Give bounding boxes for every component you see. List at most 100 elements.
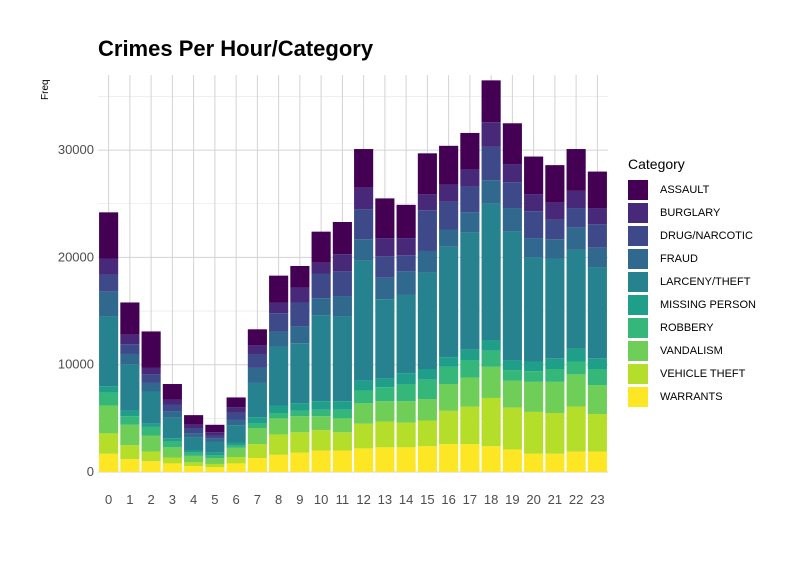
bar-segment [162, 438, 182, 442]
bar-segment [545, 381, 565, 413]
bar-stack [524, 156, 544, 472]
bar-segment [566, 361, 586, 375]
bar-stack [545, 165, 565, 472]
x-tick-label: 15 [420, 492, 434, 507]
bar-stacks [99, 80, 607, 472]
bar-segment [396, 384, 416, 402]
x-tick-label: 4 [190, 492, 197, 507]
bar-segment [417, 420, 437, 447]
bar-segment [502, 380, 522, 408]
bar-segment [439, 229, 459, 247]
bar-segment [545, 165, 565, 203]
bar-segment [247, 458, 267, 472]
bar-segment [247, 329, 267, 346]
bar-segment [524, 211, 544, 239]
bar-segment [375, 421, 395, 448]
legend-label: BURGLARY [660, 206, 721, 219]
bar-segment [481, 340, 501, 351]
bar-segment [524, 156, 544, 195]
bar-segment [524, 381, 544, 412]
bar-segment [205, 463, 225, 468]
x-tick-label: 6 [233, 492, 240, 507]
bar-segment [247, 444, 267, 459]
bar-segment [269, 331, 289, 347]
bar-segment [205, 432, 225, 436]
bar-segment [226, 412, 246, 420]
bar-segment [269, 313, 289, 332]
bar-segment [354, 187, 374, 210]
bar-segment [205, 452, 225, 456]
legend-label: VANDALISM [660, 344, 723, 357]
bar-segment [396, 294, 416, 374]
bar-stack [290, 265, 310, 472]
bar-segment [184, 455, 204, 463]
bar-segment [545, 202, 565, 220]
bar-segment [226, 419, 246, 426]
bar-stack [587, 171, 607, 472]
bar-segment [587, 385, 607, 415]
bar-segment [375, 277, 395, 300]
bar-segment [460, 444, 480, 472]
legend-swatch [628, 386, 648, 407]
bar-segment [439, 384, 459, 411]
bar-segment [524, 361, 544, 372]
bar-segment [141, 426, 161, 436]
bar-segment [375, 198, 395, 239]
bar-segment [417, 272, 437, 369]
bar-segment [396, 401, 416, 423]
bar-segment [417, 194, 437, 211]
legend-swatch [628, 294, 648, 315]
bar-segment [439, 444, 459, 472]
bar-segment [524, 453, 544, 472]
bar-segment [269, 434, 289, 455]
x-tick-label: 7 [254, 492, 261, 507]
legend-label: ROBBERY [660, 321, 714, 334]
bar-segment [332, 401, 352, 410]
bar-segment [205, 467, 225, 472]
bar-segment [354, 423, 374, 449]
bar-segment [99, 212, 119, 259]
bar-segment [354, 390, 374, 404]
bar-segment [417, 368, 437, 380]
bar-segment [566, 190, 586, 209]
bar-segment [141, 331, 161, 368]
bar-segment [120, 424, 140, 446]
bar-stack [502, 123, 522, 472]
bar-segment [226, 463, 246, 472]
bar-segment [460, 377, 480, 407]
bar-segment [354, 403, 374, 424]
bar-segment [566, 374, 586, 407]
bar-segment [502, 231, 522, 361]
x-tick-label: 1 [126, 492, 133, 507]
bar-segment [99, 291, 119, 317]
x-tick-label: 16 [441, 492, 455, 507]
bar-segment [141, 374, 161, 383]
bar-segment [375, 299, 395, 379]
bar-segment [247, 423, 267, 429]
bar-segment [566, 249, 586, 349]
bar-stack [417, 153, 437, 472]
bar-segment [141, 382, 161, 392]
bar-stack [184, 415, 204, 472]
y-axis: 0 10000 20000 30000 [58, 142, 94, 479]
bar-segment [311, 409, 331, 417]
bar-segment [184, 452, 204, 456]
legend-item: BURGLARY [628, 201, 756, 224]
x-tick-label: 17 [463, 492, 477, 507]
bar-segment [566, 149, 586, 191]
x-tick-label: 3 [169, 492, 176, 507]
legend-label: LARCENY/THEFT [660, 275, 751, 288]
bar-stack [481, 80, 501, 472]
legend-item: VEHICLE THEFT [628, 362, 756, 385]
bar-segment [545, 239, 565, 259]
bar-segment [481, 203, 501, 341]
bar-segment [120, 344, 140, 354]
x-tick-label: 10 [314, 492, 328, 507]
bar-segment [545, 258, 565, 359]
bar-segment [205, 438, 225, 442]
bar-segment [460, 186, 480, 213]
bar-segment [184, 433, 204, 438]
bar-segment [460, 406, 480, 445]
bar-segment [481, 180, 501, 204]
legend-item: LARCENY/THEFT [628, 270, 756, 293]
